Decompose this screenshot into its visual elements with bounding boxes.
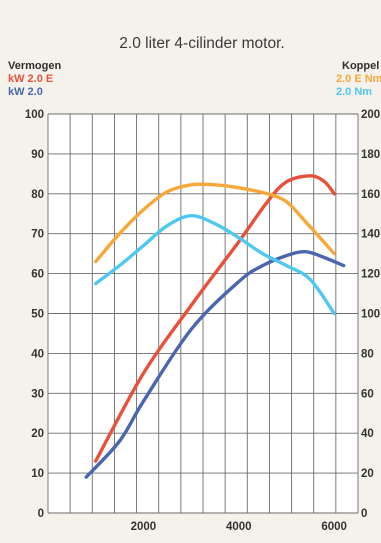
legend-item-kw-2-0-e: kW 2.0 E xyxy=(8,73,53,85)
y-tick-label-right: 160 xyxy=(361,189,380,201)
y-tick-label-right: 40 xyxy=(361,428,374,440)
y-tick-label-left: 90 xyxy=(31,149,44,161)
y-tick-label-left: 70 xyxy=(31,229,44,241)
y-tick-label-right: 0 xyxy=(361,508,367,520)
x-tick-label: 2000 xyxy=(131,521,157,533)
y-tick-label-right: 180 xyxy=(361,149,380,161)
x-tick-label: 4000 xyxy=(226,521,252,533)
left-axis-label: Vermogen xyxy=(8,60,61,72)
y-tick-label-left: 10 xyxy=(31,468,44,480)
plot-area: 0 10 20 30 40 50 60 70 80 90 100 0 20 40 60 80 100 120 140… xyxy=(25,109,380,533)
y-tick-label-left: 80 xyxy=(31,189,44,201)
legend-item-2-0-e-nm: 2.0 E Nm xyxy=(336,73,381,85)
legend-item-2-0-nm: 2.0 Nm xyxy=(336,86,372,98)
series-line-kw-2-0 xyxy=(84,249,346,479)
y-tick-label-right: 20 xyxy=(361,468,374,480)
series-line-kw-2-0-e xyxy=(94,174,336,463)
y-tick-label-right: 100 xyxy=(361,309,380,321)
y-tick-label-left: 50 xyxy=(31,309,44,321)
right-axis-label: Koppel xyxy=(342,60,379,72)
y-tick-label-right: 80 xyxy=(361,348,374,360)
series-line-2-0-nm xyxy=(94,214,336,316)
y-tick-label-right: 60 xyxy=(361,388,374,400)
y-tick-label-left: 0 xyxy=(38,508,44,520)
y-tick-label-left: 40 xyxy=(31,348,44,360)
series-line-2-0-e-nm xyxy=(94,182,336,264)
y-tick-label-left: 100 xyxy=(25,109,44,121)
y-tick-label-right: 200 xyxy=(361,109,380,121)
y-tick-label-left: 30 xyxy=(31,388,44,400)
chart-title: 2.0 liter 4-cilinder motor. xyxy=(119,35,284,52)
y-tick-label-left: 20 xyxy=(31,428,44,440)
legend-item-kw-2-0: kW 2.0 xyxy=(8,86,43,98)
y-tick-label-right: 140 xyxy=(361,229,380,241)
y-tick-label-left: 60 xyxy=(31,269,44,281)
x-tick-label: 6000 xyxy=(321,521,347,533)
y-tick-label-right: 120 xyxy=(361,269,380,281)
